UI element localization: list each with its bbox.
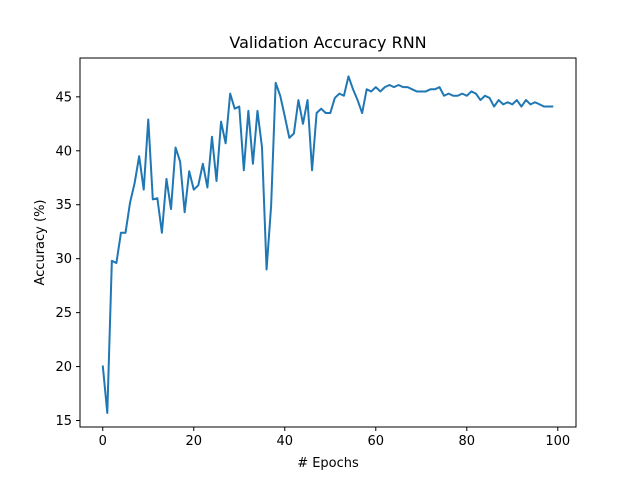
x-tick-label: 40 — [276, 434, 293, 449]
y-tick-label: 15 — [55, 414, 72, 429]
y-tick-label: 40 — [55, 144, 72, 159]
y-tick-label: 30 — [55, 252, 72, 267]
y-axis: 15 20 25 30 35 40 45 — [55, 90, 80, 429]
x-axis-label: # Epochs — [297, 456, 359, 471]
plot-area — [101, 75, 554, 414]
x-tick-label: 60 — [368, 434, 385, 449]
y-tick-label: 20 — [55, 360, 72, 375]
x-tick-label: 20 — [185, 434, 202, 449]
x-tick-label: 0 — [99, 434, 107, 449]
y-tick-label: 35 — [55, 198, 72, 213]
y-tick-label: 25 — [55, 306, 72, 321]
y-tick-label: 45 — [55, 90, 72, 105]
x-axis: 0 20 40 60 80 100 — [99, 427, 570, 449]
x-tick-label: 80 — [459, 434, 476, 449]
chart-title: Validation Accuracy RNN — [229, 33, 426, 52]
x-tick-label: 100 — [545, 434, 570, 449]
y-axis-label: Accuracy (%) — [33, 200, 48, 286]
series-line — [101, 75, 554, 414]
plot-frame — [79, 57, 577, 428]
